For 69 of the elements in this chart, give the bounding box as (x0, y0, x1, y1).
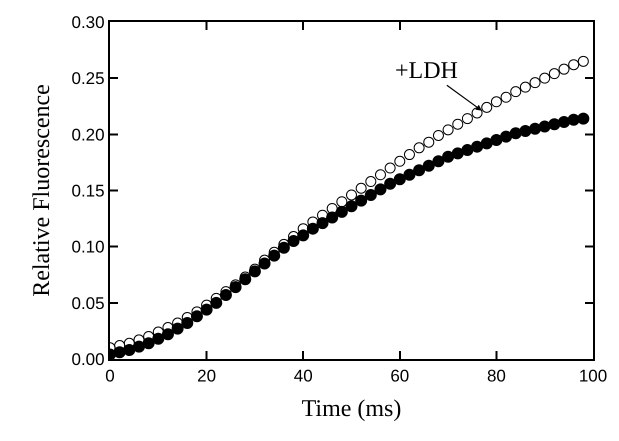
point (364, 188, 377, 201)
point (490, 96, 502, 108)
point (539, 72, 550, 84)
x-tick-label: 80 (486, 366, 506, 386)
point (423, 136, 434, 148)
point (422, 160, 435, 172)
point (462, 113, 473, 124)
point (471, 140, 484, 153)
x-tick-label: 60 (390, 366, 410, 386)
y-tick-label: 0.30 (72, 12, 105, 32)
annotation: +LDH (395, 58, 458, 84)
y-tick-label: 0.10 (72, 238, 105, 257)
point (538, 120, 551, 132)
point (442, 150, 454, 163)
point (374, 169, 386, 180)
x-tick-label: 40 (294, 366, 313, 386)
point (413, 164, 426, 176)
point (577, 112, 590, 125)
y-tick-label: 0.05 (72, 294, 105, 313)
point (548, 118, 560, 130)
point (432, 130, 444, 141)
point (520, 82, 531, 93)
point (452, 118, 464, 130)
point (394, 173, 406, 186)
point (346, 189, 357, 200)
point (568, 114, 580, 126)
point (481, 102, 492, 113)
point (490, 134, 502, 146)
point (519, 124, 532, 137)
point (356, 182, 367, 194)
point (510, 86, 522, 98)
point (414, 142, 425, 154)
point (432, 155, 444, 168)
point (529, 122, 542, 135)
point (355, 194, 368, 207)
point (500, 92, 512, 103)
y-axis-title: Relative Fluorescence (29, 84, 56, 297)
point (510, 127, 522, 140)
y-tick-label: 0.15 (72, 181, 105, 200)
point (394, 156, 406, 167)
x-axis-title: Time (ms) (302, 396, 402, 422)
point (578, 56, 589, 67)
x-tick-label: 100 (578, 366, 608, 386)
point (452, 147, 464, 160)
x-tick-label: 20 (197, 366, 216, 386)
point (500, 130, 512, 143)
point (374, 183, 386, 196)
point (403, 168, 416, 181)
y-tick-label: 0.20 (72, 125, 105, 144)
y-tick-label: 0.25 (72, 69, 105, 88)
point (461, 144, 474, 156)
point (472, 107, 483, 118)
point (480, 137, 493, 150)
point (558, 116, 570, 128)
point (442, 124, 454, 136)
point (384, 162, 396, 174)
point (336, 206, 348, 218)
point (548, 68, 560, 80)
point (365, 176, 376, 188)
point (558, 64, 570, 75)
point (404, 149, 415, 160)
point (568, 59, 580, 70)
point (530, 77, 541, 88)
x-tick-label: 0 (105, 366, 115, 386)
point (384, 178, 396, 190)
point (326, 202, 338, 214)
point (346, 200, 358, 212)
y-tick-label: 0.00 (72, 350, 105, 369)
point (336, 196, 348, 208)
